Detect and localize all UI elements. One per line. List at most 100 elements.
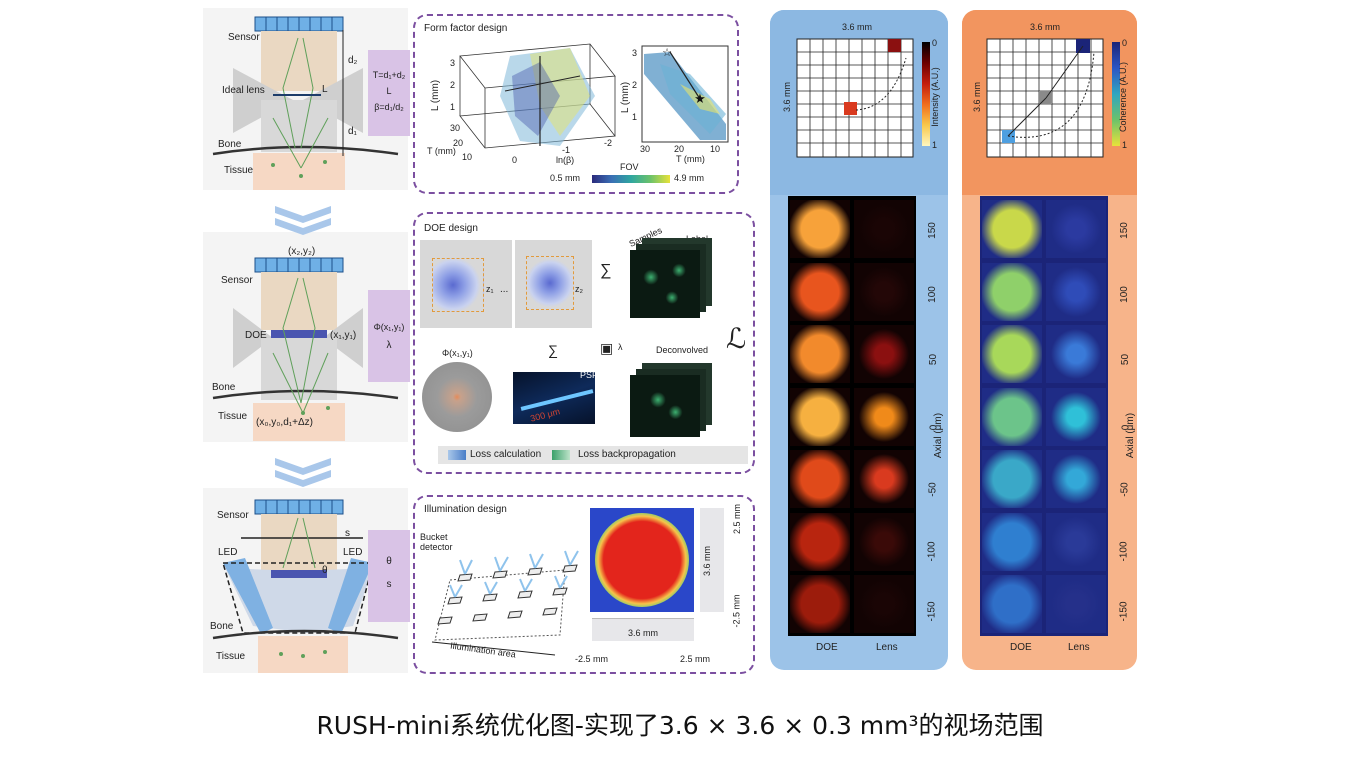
blue-cbar-label: Intensity (A.U.) [929,67,940,127]
blue-tick-m100: -100 [926,541,938,562]
p1-beta-tick-2: -2 [604,138,613,148]
led-right-label: LED [343,547,363,558]
detector-array [431,550,579,656]
phi-label: Φ(x₁,y₁) [442,348,473,358]
p1-t-axis-label: T (mm) [427,146,456,156]
doe-tile [790,262,850,321]
d1-label: d₁ [348,126,357,137]
sample-cube-1 [432,258,484,312]
lens-tile [1046,387,1106,446]
chip-icon: ▣ [600,340,614,356]
param-box-3: θ s [368,530,410,622]
p1-t-tick-20: 20 [453,138,464,148]
p1-l-tick-3: 3 [450,58,456,68]
form-factor-title: Form factor design [424,23,508,34]
mm25-right-label: 2.5 mm [680,654,711,664]
param-box-1: T=d₁+d₂ L β=d₁/d₂ [368,50,410,136]
z1-label: z₁ [486,284,494,294]
lens-tile [854,325,914,383]
bucket-detector-label: Bucket detector [420,532,453,552]
param-box-2: Φ(x₁,y₁) λ [368,290,410,382]
fov-label: FOV [620,162,639,172]
blue-cbar-top: 0 [932,38,938,48]
x2y2-label: (x₂,y₂) [288,246,316,257]
fov-max: 4.9 mm [674,173,705,183]
doe-tile [790,575,850,633]
orange-tick-m100: -100 [1118,541,1130,562]
d2-label: d₂ [348,55,358,66]
loss-calc-label: Loss calculation [470,449,542,460]
doe-label: DOE [245,330,267,341]
blue-size-v: 3.6 mm [782,81,793,113]
doe-tile [790,325,850,383]
s-label: s [345,528,350,539]
tissue-label-2: Tissue [218,411,248,422]
p1-l-tick-2: 2 [450,80,456,90]
mm36-v-label: 3.6 mm [702,545,713,577]
param1-b: L [386,86,392,96]
loss-symbol: ℒ [726,322,747,355]
param2-b: λ [386,340,392,351]
p2d-l-axis-label: L (mm) [620,81,632,114]
sum-symbol-2: ∑ [548,342,558,358]
orange-cbar-label: Coherence (A.U.) [1118,61,1129,133]
doe-tile [982,575,1042,633]
x1y1-label: (x₁,y₁) [330,330,357,341]
orange-tick-m50: -50 [1119,482,1131,497]
p2d-l-tick-3: 3 [632,48,638,58]
p2d-t-tick-10: 10 [710,144,721,154]
blue-tick-m150: -150 [926,601,938,622]
orange-axial-label: Axial (μm) [1125,412,1137,459]
psf-label: PSF [580,370,598,380]
orange-col-doe: DOE [1010,642,1032,653]
orange-size-h: 3.6 mm [1030,22,1061,32]
lens-tile [1046,325,1106,383]
bone-label-1: Bone [218,139,242,150]
p2d-l-tick-1: 1 [632,112,638,122]
lens-tile [1046,450,1106,508]
doe-tile [790,512,850,571]
blue-colorbar [922,42,930,146]
mm25-left-label: -2.5 mm [575,654,609,664]
sum-symbol-1: ∑ [600,262,612,279]
orange-cbar-bottom: 1 [1122,140,1128,150]
blue-tick-150: 150 [926,222,938,239]
p2d-t-axis-label: T (mm) [676,154,705,164]
p2d-t-tick-30: 30 [640,144,651,154]
param3-a: θ [386,556,392,567]
led-left-label: LED [218,547,238,558]
p1-t-tick-10: 10 [462,152,473,162]
orange-col-lens: Lens [1068,642,1090,653]
orange-cbar-top: 0 [1122,38,1128,48]
loss-calc-swatch [448,450,466,460]
ideal-lens-label: Ideal lens [222,85,265,96]
orange-size-v: 3.6 mm [972,81,983,113]
deconvolved-label: Deconvolved [656,345,709,355]
svg-text:☆: ☆ [662,47,672,59]
sensor-3 [254,499,344,515]
orange-tick-0: 0 [1120,424,1132,431]
p1-beta-tick-0: 0 [512,155,518,165]
deconvolved-stack [630,375,700,437]
tissue-label-1: Tissue [224,165,254,176]
loss-backprop-label: Loss backpropagation [578,449,676,460]
p1-beta-axis-label: ln(β) [556,155,575,165]
dots-label: ... [500,284,509,295]
orange-tick-m150: -150 [1118,601,1130,622]
illumination-title: Illumination design [424,504,507,515]
illum-profile-h [592,618,694,641]
lens-tile [854,575,914,633]
z2-label: z₂ [575,284,583,294]
tissue-label-3: Tissue [216,651,246,662]
blue-axial-label: Axial (μm) [933,412,945,459]
fov-colorbar [592,175,670,183]
sensor-2 [254,257,344,273]
doe-design-title: DOE design [424,223,478,234]
label-label: Label [686,234,709,244]
illumination-disc [595,513,689,607]
orange-tick-50: 50 [1120,353,1132,366]
p2d-t-tick-20: 20 [674,144,685,154]
orange-colorbar [1112,42,1120,146]
lens-tile [1046,262,1106,321]
bone-label-2: Bone [212,382,236,393]
